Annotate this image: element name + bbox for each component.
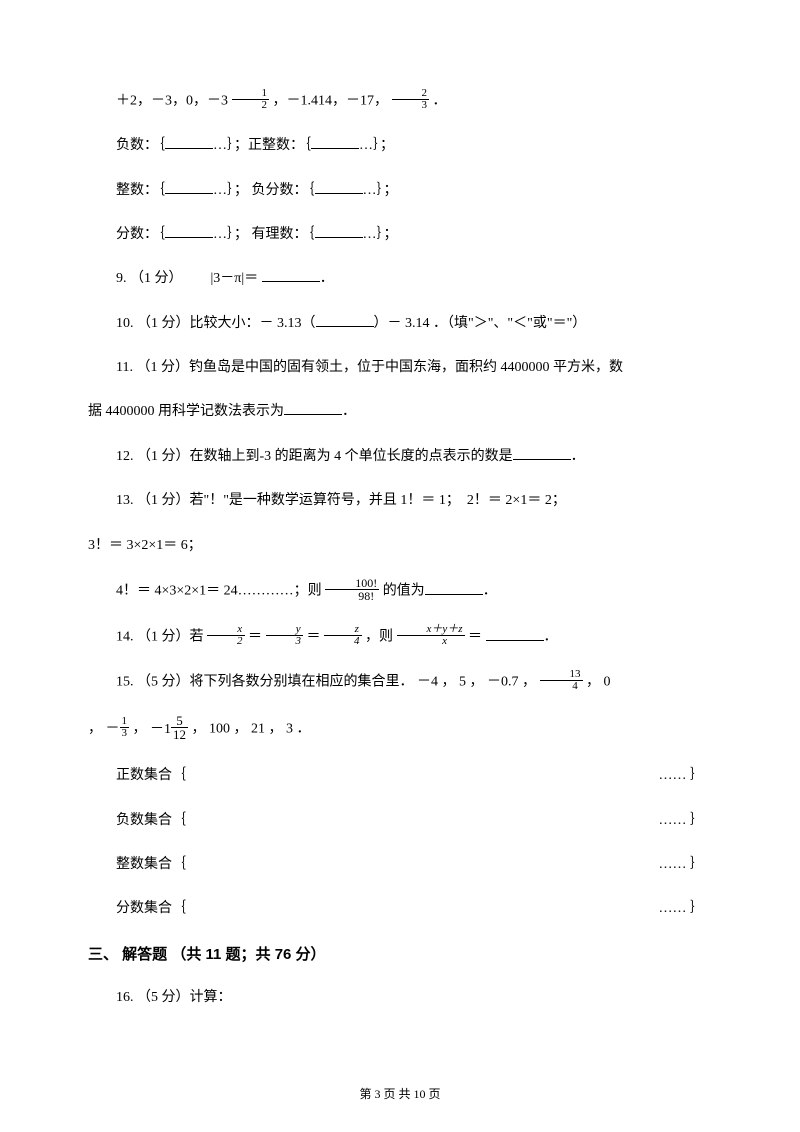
- q8-numbers: ＋2，－3，0，－3 12 ，－1.414，－17， 23 ．: [88, 90, 712, 113]
- fraction-5-12: 512: [171, 714, 188, 741]
- label: …｝；: [359, 138, 394, 153]
- text: －0.7: [487, 675, 519, 690]
- text: ＝: [307, 630, 321, 645]
- text: 0: [604, 675, 611, 690]
- label: 分数集合｛: [88, 898, 186, 920]
- fraction-xyz-x: x＋y＋zx: [397, 624, 465, 647]
- text: ，: [88, 722, 106, 737]
- dots: …… ｝: [186, 765, 712, 787]
- section-3-heading: 三、 解答题 （共 11 题；共 76 分）: [88, 943, 712, 967]
- label: 整数集合｛: [88, 854, 186, 876]
- fraction-13-4: 134: [540, 669, 583, 692]
- q9: 9. （1 分）|3－π|＝ ．: [88, 268, 712, 290]
- q15-line1: 15. （5 分）将下列各数分别填在相应的集合里． －4 ， 5 ， －0.7 …: [88, 671, 712, 694]
- text: ．: [320, 271, 334, 286]
- q15-line2: ， －13 ， －1 512 ， 100 ， 21 ， 3 ．: [88, 716, 712, 743]
- text: ．: [433, 94, 447, 109]
- blank-input[interactable]: [315, 180, 363, 194]
- text: ，－1.414，－17，: [273, 94, 392, 109]
- label: …｝；: [363, 183, 398, 198]
- text: 16. （5 分）计算：: [116, 990, 232, 1005]
- dots: …… ｝: [186, 898, 712, 920]
- fraction-2-3: 23: [392, 88, 430, 111]
- q15-set-positive: 正数集合｛ …… ｝: [88, 765, 712, 787]
- dots: …… ｝: [186, 854, 712, 876]
- text: ．: [571, 449, 585, 464]
- text: ＋2，－3，0，－3: [116, 94, 232, 109]
- text: －4 ， 5 ，: [417, 675, 484, 690]
- page-footer: 第 3 页 共 10 页: [0, 1085, 800, 1102]
- blank-input[interactable]: [425, 581, 483, 595]
- text: ，: [586, 675, 604, 690]
- fraction-100fac-98fac: 100!98!: [325, 577, 379, 602]
- label: …｝；: [363, 227, 398, 242]
- blank-input[interactable]: [165, 135, 213, 149]
- q15-set-negative: 负数集合｛ …… ｝: [88, 810, 712, 832]
- q11-line1: 11. （1 分）钓鱼岛是中国的固有领土，位于中国东海，面积约 4400000 …: [88, 357, 712, 379]
- fraction-x-2: x2: [207, 624, 245, 647]
- fraction-1-3: 13: [120, 716, 130, 739]
- text: ．: [544, 630, 558, 645]
- q12: 12. （1 分）在数轴上到-3 的距离为 4 个单位长度的点表示的数是 ．: [88, 446, 712, 468]
- text: ，: [522, 675, 540, 690]
- q8-row1: 负数：｛ …｝；正整数：｛ …｝；: [88, 135, 712, 157]
- label: 整数：｛: [116, 183, 165, 198]
- text: ， 100 ， 21 ， 3 ．: [192, 722, 311, 737]
- blank-input[interactable]: [311, 135, 359, 149]
- text: 14. （1 分）若: [116, 630, 207, 645]
- text: 据 4400000 用科学记数法表示为: [88, 404, 284, 419]
- blank-input[interactable]: [486, 627, 544, 641]
- text: ．: [342, 404, 356, 419]
- fraction-z-4: z4: [324, 624, 362, 647]
- q8-row3: 分数：｛ …｝； 有理数：｛ …｝；: [88, 224, 712, 246]
- text: ＝: [244, 271, 262, 286]
- label: 分数：｛: [116, 227, 165, 242]
- text: 4！＝ 4×3×2×1＝ 24…………；则: [116, 584, 325, 599]
- q11-line2: 据 4400000 用科学记数法表示为 ．: [88, 401, 712, 423]
- label: 负数集合｛: [88, 810, 186, 832]
- text: 10. （1 分）比较大小：－ 3.13（: [116, 316, 316, 331]
- text: 11. （1 分）钓鱼岛是中国的固有领土，位于中国东海，面积约 4400000 …: [116, 360, 623, 375]
- dots: …… ｝: [186, 810, 712, 832]
- q14: 14. （1 分）若 x2 ＝ y3 ＝ z4 ，则 x＋y＋zx ＝ ．: [88, 626, 712, 649]
- label: …｝； 有理数：｛: [213, 227, 315, 242]
- mixed-number: －1 512: [150, 716, 188, 743]
- text: 13. （1 分）若"！"是一种数学运算符号，并且 1！＝ 1； 2！＝ 2×1…: [116, 493, 566, 508]
- text: 15. （5 分）将下列各数分别填在相应的集合里．: [116, 675, 414, 690]
- q13-line3: 4！＝ 4×3×2×1＝ 24…………；则 100!98! 的值为 ．: [88, 579, 712, 604]
- text: ＝: [468, 630, 486, 645]
- blank-input[interactable]: [262, 268, 320, 282]
- abs-expression: |3－π|: [183, 268, 245, 290]
- label: 负数：｛: [116, 138, 165, 153]
- text: ）－ 3.14 ．（填"＞"、"＜"或"＝"）: [374, 316, 587, 331]
- text: ，: [133, 722, 151, 737]
- blank-input[interactable]: [284, 401, 342, 415]
- label: 9. （1 分）: [116, 271, 183, 286]
- fraction-1-2: 12: [232, 88, 270, 111]
- q15-set-integer: 整数集合｛ …… ｝: [88, 854, 712, 876]
- text: ．: [483, 584, 497, 599]
- q8-row2: 整数：｛ …｝； 负分数：｛ …｝；: [88, 180, 712, 202]
- blank-input[interactable]: [315, 224, 363, 238]
- q13-line1: 13. （1 分）若"！"是一种数学运算符号，并且 1！＝ 1； 2！＝ 2×1…: [88, 490, 712, 512]
- text: －1: [150, 719, 171, 741]
- fraction-y-3: y3: [266, 624, 304, 647]
- text: 12. （1 分）在数轴上到-3 的距离为 4 个单位长度的点表示的数是: [116, 449, 513, 464]
- label: …｝； 负分数：｛: [213, 183, 315, 198]
- q13-line2: 3！＝ 3×2×1＝ 6；: [88, 535, 712, 557]
- text: 3！＝ 3×2×1＝ 6；: [88, 538, 202, 553]
- blank-input[interactable]: [165, 180, 213, 194]
- blank-input[interactable]: [513, 446, 571, 460]
- q16: 16. （5 分）计算：: [88, 987, 712, 1009]
- q10: 10. （1 分）比较大小：－ 3.13（ ）－ 3.14 ．（填"＞"、"＜"或…: [88, 313, 712, 335]
- blank-input[interactable]: [165, 224, 213, 238]
- text: ，则: [365, 630, 397, 645]
- q15-set-fraction: 分数集合｛ …… ｝: [88, 898, 712, 920]
- text: ＝: [248, 630, 262, 645]
- text: 的值为: [383, 584, 425, 599]
- label: …｝；正整数：｛: [213, 138, 311, 153]
- blank-input[interactable]: [316, 313, 374, 327]
- label: 正数集合｛: [88, 765, 186, 787]
- page-content: ＋2，－3，0，－3 12 ，－1.414，－17， 23 ． 负数：｛…｝；正…: [0, 0, 800, 1071]
